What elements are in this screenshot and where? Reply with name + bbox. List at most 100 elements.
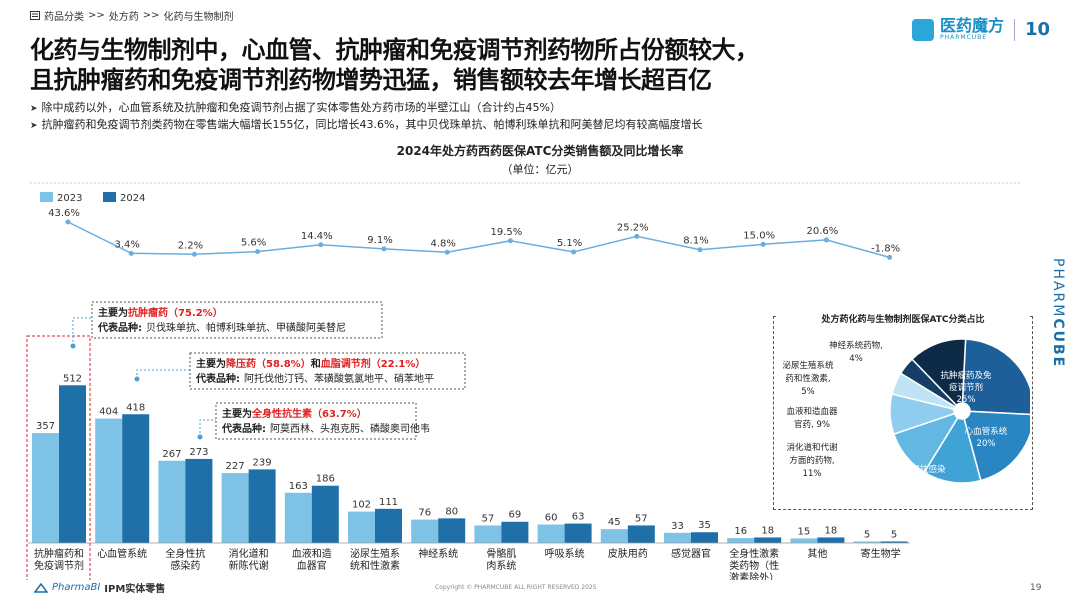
growth-label: 43.6% — [48, 208, 80, 219]
callout-and: 和 — [310, 357, 321, 370]
bar-line-chart: 2024年处方药西药医保ATC分类销售额及同比增长率 （单位：亿元） 2023 202… — [26, 143, 1022, 580]
side-brand-bold: CUBE — [1050, 318, 1066, 369]
category-label: 新陈代谢 — [229, 559, 269, 572]
pie-label: 抗肿瘤药及免 — [940, 370, 992, 381]
pie-label: 药和性激素, — [785, 373, 830, 384]
bar-value-label: 69 — [509, 510, 522, 521]
pie-slice — [923, 416, 982, 484]
pie-label: 神经系统药物, — [829, 340, 883, 351]
logo-text: 医药魔方 — [940, 16, 1005, 35]
growth-point — [381, 246, 387, 252]
breadcrumb-separator: >> — [88, 10, 105, 21]
growth-point — [318, 242, 324, 248]
callout-rep-text: 阿托伐他汀钙、苯磺酸氨氯地平、硝苯地平 — [244, 372, 434, 385]
bar-2023-10 — [664, 532, 691, 543]
bar-2023-3 — [221, 473, 249, 543]
bar-2023-11 — [727, 538, 755, 543]
breadcrumb-item[interactable]: 化药与生物制剂 — [163, 12, 234, 23]
chart-subtitle: （单位：亿元） — [502, 162, 579, 176]
growth-point — [634, 233, 640, 239]
bar-value-label: 239 — [253, 457, 272, 468]
callout-main: 主要为降压药（58.8%）和血脂调节剂（22.1%） — [196, 357, 425, 370]
growth-point — [255, 249, 261, 255]
bar-value-label: 186 — [316, 474, 335, 485]
growth-label: 19.5% — [491, 227, 523, 238]
bar-2023-1 — [95, 418, 123, 543]
growth-point — [697, 247, 703, 253]
pie-label: 方面的药物, — [789, 455, 834, 466]
bar-value-label: 5 — [864, 529, 870, 540]
pie-label: 血液和造血器 — [786, 406, 838, 417]
growth-point — [191, 251, 197, 257]
pie-label: 11% — [803, 469, 822, 479]
category-label: 抗肿瘤药和 — [34, 547, 84, 560]
callout-rep: 代表品种: 阿莫西林、头孢克肟、磷酸奥司他韦 — [221, 422, 430, 435]
callout-box — [189, 352, 466, 390]
callout-pct: （58.8%） — [256, 357, 311, 370]
bar-value-label: 18 — [825, 525, 838, 536]
bar-2024-7 — [501, 521, 529, 543]
growth-point — [571, 249, 577, 255]
bar-2023-12 — [790, 538, 818, 543]
logo-divider — [1014, 18, 1016, 41]
highlight-frame — [26, 335, 91, 580]
pie-label: 官药, 9% — [794, 419, 830, 430]
category-label: 统和性激素 — [350, 559, 400, 572]
callout-box — [215, 402, 417, 440]
growth-point — [760, 241, 766, 247]
pie-label: 5% — [801, 387, 815, 397]
category-label: 感觉器官 — [671, 547, 711, 560]
pie-label: 20% — [977, 439, 996, 449]
bar-value-label: 33 — [671, 521, 684, 532]
category-label: 免疫调节剂 — [34, 559, 84, 572]
growth-label: 25.2% — [617, 222, 649, 233]
callout-pct: （75.2%） — [168, 306, 223, 319]
callout-anchor — [197, 434, 203, 440]
bar-2023-7 — [474, 525, 502, 543]
bar-2024-11 — [754, 537, 782, 543]
breadcrumb-item[interactable]: 药品分类 — [44, 12, 84, 23]
bar-2024-1 — [122, 414, 150, 543]
category-label: 激素除外） — [729, 571, 779, 580]
growth-point — [65, 219, 71, 225]
callout-pct: （22.1%） — [371, 357, 426, 370]
callout-rep-label: 代表品种: — [97, 321, 142, 334]
bar-2024-13 — [880, 541, 908, 543]
bar-value-label: 76 — [418, 508, 431, 519]
callout-prefix: 主要为 — [98, 306, 128, 319]
breadcrumb-item[interactable]: 处方药 — [108, 12, 139, 23]
legend-label: 2024 — [120, 193, 145, 204]
bar-2023-8 — [537, 524, 565, 543]
legend-swatch — [103, 192, 116, 202]
category-label: 心血管系统 — [97, 547, 147, 560]
document-icon — [30, 11, 40, 20]
growth-point — [444, 249, 450, 255]
callout-rep: 代表品种: 贝伐珠单抗、帕博利珠单抗、甲磺酸阿美替尼 — [97, 321, 346, 334]
growth-label: 14.4% — [301, 231, 333, 242]
bar-value-label: 80 — [445, 506, 458, 517]
bar-value-label: 60 — [545, 513, 558, 524]
growth-point — [507, 238, 513, 244]
growth-point — [887, 254, 893, 260]
bar-value-label: 273 — [189, 447, 208, 458]
bar-value-label: 111 — [379, 497, 398, 508]
pie-label: 药, 13% — [904, 476, 937, 487]
pie-label: 消化道和代谢 — [786, 442, 838, 453]
category-label: 全身性抗 — [165, 547, 205, 560]
growth-label: 15.0% — [743, 230, 775, 241]
category-label: 其他 — [807, 547, 827, 560]
bar-2023-13 — [853, 541, 881, 543]
callout-main: 主要为抗肿瘤药（75.2%） — [98, 306, 223, 319]
bar-2024-6 — [438, 518, 466, 543]
bar-value-label: 15 — [798, 526, 811, 537]
pie-chart-title: 处方药化药与生物制剂医保ATC分类占比 — [778, 312, 1028, 325]
bar-2023-4 — [284, 492, 312, 543]
side-brand-light: PHARM — [1050, 258, 1066, 319]
callout-highlight: 降压药 — [226, 357, 256, 370]
pie-label: 4% — [849, 354, 863, 364]
copyright-text: Copyright © PHARMCUBE ALL RIGHT RESERVED… — [435, 584, 597, 591]
callout-highlight: 血脂调节剂 — [321, 357, 371, 370]
growth-label: 20.6% — [807, 226, 839, 237]
callout-highlight: 全身性抗生素 — [251, 407, 312, 420]
